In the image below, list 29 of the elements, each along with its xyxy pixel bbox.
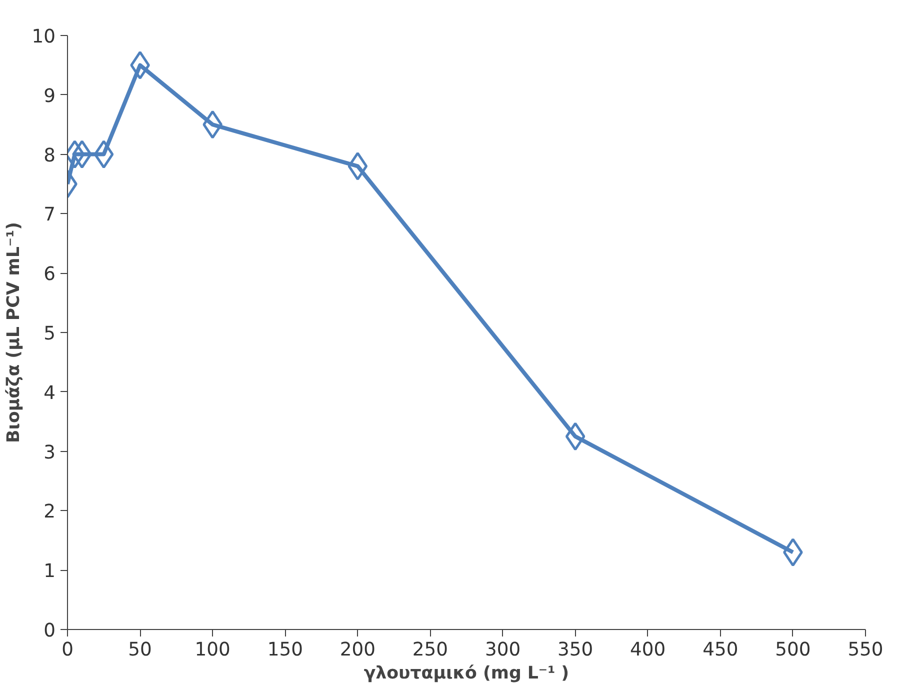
point: [94, 140, 114, 169]
point: [348, 152, 368, 180]
y-axis-title: Βιομάζα (μL PCV mL⁻¹): [4, 222, 24, 444]
y-tick-label: 6: [44, 264, 56, 286]
point: [202, 110, 223, 139]
x-tick-label: 0: [62, 640, 74, 660]
x-tick-label: 300: [484, 640, 521, 660]
y-tick-label: 1: [44, 561, 56, 582]
point: [565, 422, 586, 451]
y-tick-label: 4: [44, 382, 56, 404]
y-tick-label: 10: [32, 26, 56, 48]
y-tick-label: 5: [44, 324, 56, 344]
x-tick-label: 400: [630, 640, 666, 660]
x-axis-title: γλουταμικό (mg L⁻¹ ): [364, 664, 570, 684]
y-tick-label: 0: [44, 620, 56, 642]
x-tick-label: 200: [340, 640, 376, 660]
y-tick-label: 7: [44, 204, 56, 226]
y-tick-label: 3: [44, 442, 56, 464]
x-tick-label: 350: [558, 640, 594, 660]
x-tick-label: 150: [267, 640, 303, 660]
y-tick-label: 8: [44, 145, 56, 166]
x-tick-label: 450: [702, 640, 738, 660]
x-tick-label: 250: [412, 640, 448, 660]
x-tick-label: 500: [775, 640, 811, 660]
y-tick-label: 9: [44, 86, 56, 107]
x-tick-label: 550: [848, 640, 884, 660]
x-tick-label: 50: [128, 640, 152, 660]
y-tick-label: 2: [44, 502, 56, 523]
x-tick-label: 100: [194, 640, 230, 660]
